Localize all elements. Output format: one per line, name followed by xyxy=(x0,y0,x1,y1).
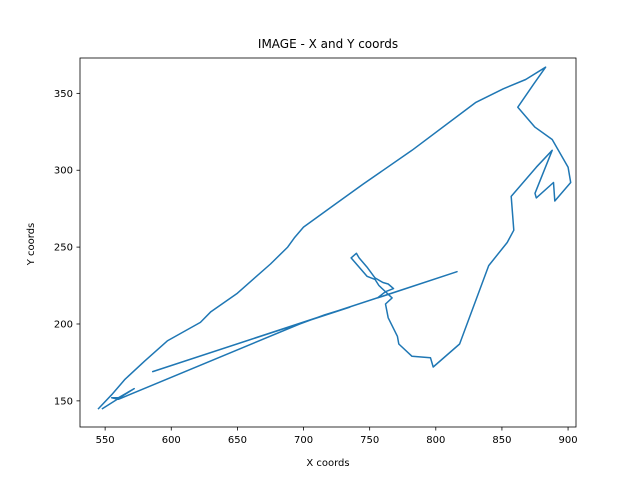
chart-title: IMAGE - X and Y coords xyxy=(258,37,398,51)
x-axis-label: X coords xyxy=(306,458,349,469)
x-tick-label: 600 xyxy=(162,435,181,446)
x-tick-label: 700 xyxy=(294,435,313,446)
axes-frame xyxy=(79,57,577,428)
x-axis: 550 600 650 700 750 800 850 900 xyxy=(96,427,578,446)
y-axis: 150 200 250 300 350 xyxy=(54,89,80,407)
x-tick-label: 800 xyxy=(426,435,445,446)
plot-area xyxy=(79,57,577,428)
x-tick-label: 850 xyxy=(492,435,511,446)
y-tick-label: 250 xyxy=(54,243,73,254)
series-line-0 xyxy=(97,66,572,410)
x-tick-label: 900 xyxy=(559,435,578,446)
y-tick-label: 150 xyxy=(54,396,73,407)
x-tick-label: 750 xyxy=(360,435,379,446)
y-axis-label: Y coords xyxy=(26,223,37,267)
x-tick-label: 550 xyxy=(96,435,115,446)
y-tick-label: 300 xyxy=(54,166,73,177)
y-tick-label: 200 xyxy=(54,319,73,330)
y-tick-label: 350 xyxy=(54,89,73,100)
x-tick-label: 650 xyxy=(228,435,247,446)
